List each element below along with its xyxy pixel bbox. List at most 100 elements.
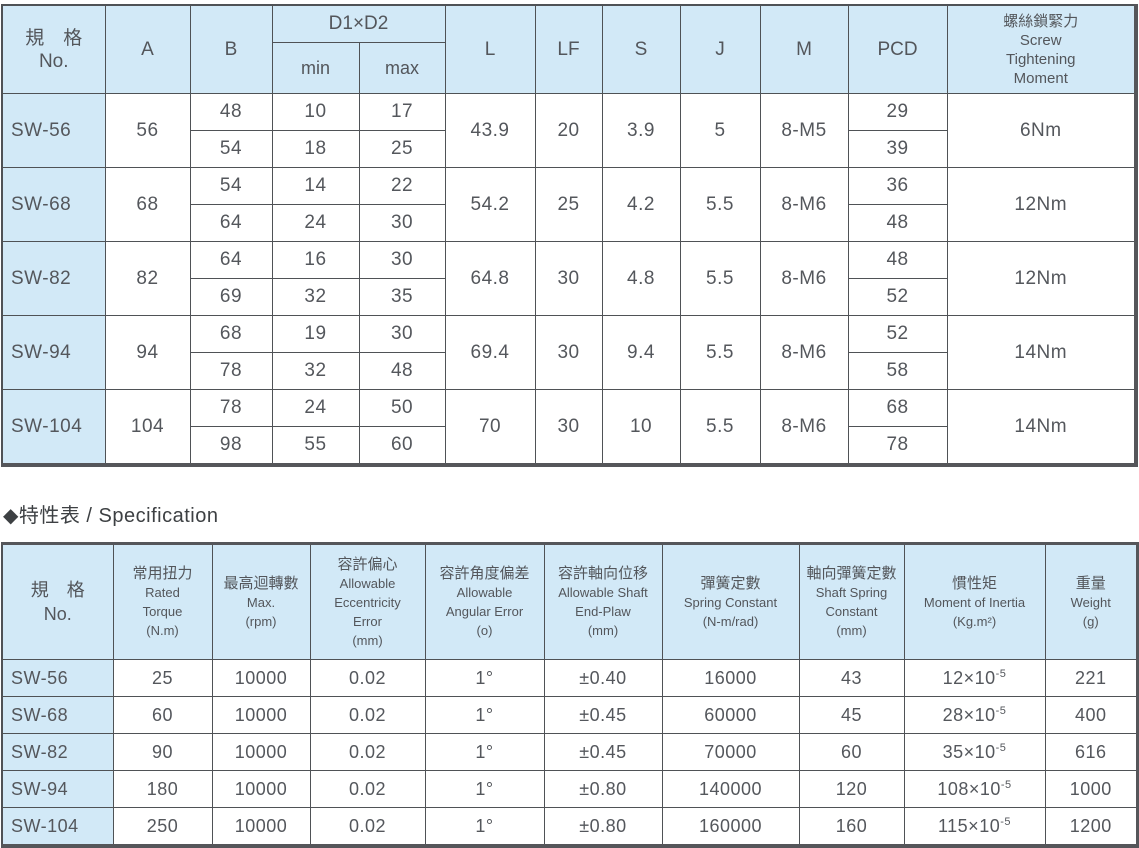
cell-b1: 78 bbox=[189, 389, 273, 427]
cell-pcd2: 78 bbox=[847, 426, 948, 466]
header-line: 最高迴轉數 bbox=[223, 574, 299, 592]
col-header-screw-moment: 螺絲鎖緊力 Screw Tightening Moment bbox=[946, 4, 1137, 94]
cell-moment-of-inertia: 108×10-5 bbox=[903, 770, 1046, 808]
cell-lf: 30 bbox=[534, 241, 603, 316]
cell-a: 56 bbox=[104, 93, 191, 168]
cell-shaft-spring-constant: 160 bbox=[798, 807, 905, 847]
cell-eccentricity: 0.02 bbox=[309, 770, 426, 808]
cell-max1: 30 bbox=[358, 315, 446, 353]
cell-j: 5.5 bbox=[679, 241, 761, 316]
cell-m: 8-M6 bbox=[759, 167, 849, 242]
cell-lf: 25 bbox=[534, 167, 603, 242]
col-header-l: L bbox=[444, 4, 536, 94]
cell-max2: 35 bbox=[358, 278, 446, 316]
cell-model: SW-82 bbox=[1, 241, 106, 316]
cell-angular-error: 1° bbox=[424, 659, 545, 697]
cell-b2: 54 bbox=[189, 130, 273, 168]
cell-end-play: ±0.45 bbox=[543, 733, 663, 771]
header-line: No. bbox=[38, 50, 69, 72]
header-line: Screw bbox=[1019, 31, 1062, 49]
cell-pcd2: 48 bbox=[847, 204, 948, 242]
cell-rated-torque: 60 bbox=[112, 696, 213, 734]
cell-end-play: ±0.80 bbox=[543, 807, 663, 847]
inertia-base: 35×10 bbox=[942, 741, 996, 762]
cell-pcd1: 68 bbox=[847, 389, 948, 427]
cell-a: 94 bbox=[104, 315, 191, 390]
cell-max2: 30 bbox=[358, 204, 446, 242]
cell-b2: 98 bbox=[189, 426, 273, 466]
header-line: Constant bbox=[825, 604, 878, 619]
header-line: (g) bbox=[1082, 613, 1099, 629]
cell-b1: 54 bbox=[189, 167, 273, 205]
cell-a: 82 bbox=[104, 241, 191, 316]
cell-rated-torque: 25 bbox=[112, 659, 213, 697]
cell-max-rpm: 10000 bbox=[211, 733, 311, 771]
cell-min2: 32 bbox=[271, 278, 360, 316]
cell-model: SW-56 bbox=[1, 659, 114, 697]
spec-header-row: 規 格 No. 常用扭力 Rated Torque (N.m) 最高迴轉數 Ma… bbox=[1, 543, 1139, 660]
header-line: Allowable bbox=[339, 575, 396, 591]
cell-model: SW-104 bbox=[1, 389, 106, 466]
cell-max2: 60 bbox=[358, 426, 446, 466]
header-line: Rated bbox=[145, 585, 180, 600]
cell-spring-constant: 70000 bbox=[661, 733, 800, 771]
table-row: SW-68 68 54 14 22 54.2 25 4.2 5.5 8-M6 3… bbox=[1, 167, 1137, 242]
cell-b2: 69 bbox=[189, 278, 273, 316]
header-line: 軸向彈簧定數 bbox=[806, 565, 897, 582]
cell-pcd1: 29 bbox=[847, 93, 948, 131]
header-line: Max. bbox=[246, 594, 276, 610]
cell-a: 104 bbox=[104, 389, 191, 466]
cell-spring-constant: 160000 bbox=[661, 807, 800, 847]
col-header-pcd: PCD bbox=[847, 4, 948, 94]
header-line: (o) bbox=[476, 623, 493, 638]
cell-eccentricity: 0.02 bbox=[309, 733, 426, 771]
cell-min1: 16 bbox=[271, 241, 360, 279]
cell-max-rpm: 10000 bbox=[211, 659, 311, 697]
cell-model: SW-94 bbox=[1, 770, 114, 808]
cell-eccentricity: 0.02 bbox=[309, 696, 426, 734]
header-line: 規 格 bbox=[30, 580, 85, 600]
header-line: (N-m/rad) bbox=[702, 613, 759, 629]
cell-l: 54.2 bbox=[444, 167, 536, 242]
header-line: 容許軸向位移 bbox=[557, 565, 648, 582]
col-header-moment-of-inertia: 慣性矩 Moment of Inertia (Kg.m²) bbox=[903, 543, 1046, 660]
cell-s: 3.9 bbox=[601, 93, 681, 168]
header-line: Allowable bbox=[456, 585, 513, 600]
table-row: SW-82 82 64 16 30 64.8 30 4.8 5.5 8-M6 4… bbox=[1, 241, 1137, 316]
col-header-max: max bbox=[358, 42, 446, 94]
cell-spring-constant: 140000 bbox=[661, 770, 800, 808]
header-line: 螺絲鎖緊力 bbox=[1003, 12, 1079, 30]
inertia-base: 28×10 bbox=[942, 704, 996, 725]
col-header-end-play: 容許軸向位移 Allowable Shaft End-Plaw (mm) bbox=[543, 543, 663, 660]
cell-s: 9.4 bbox=[601, 315, 681, 390]
table-row: 64 24 30 48 bbox=[2, 204, 1136, 242]
header-line: Moment bbox=[1013, 69, 1068, 87]
header-line: 容許角度偏差 bbox=[439, 565, 530, 582]
table-row: SW-104 104 78 24 50 70 30 10 5.5 8-M6 68… bbox=[1, 389, 1137, 466]
cell-moment-of-inertia: 35×10-5 bbox=[903, 733, 1046, 771]
inertia-base: 115×10 bbox=[937, 815, 1001, 836]
dimension-header-row: 規 格 No. A B D1×D2 L LF S J M PCD 螺絲鎖緊力 S… bbox=[1, 4, 1137, 94]
cell-lf: 20 bbox=[534, 93, 603, 168]
inertia-exponent: -5 bbox=[1000, 815, 1011, 828]
cell-spring-constant: 16000 bbox=[661, 659, 800, 697]
cell-a: 68 bbox=[104, 167, 191, 242]
cell-moment-of-inertia: 12×10-5 bbox=[903, 659, 1046, 697]
cell-model: SW-104 bbox=[1, 807, 114, 847]
table-row: 98 55 60 78 bbox=[2, 426, 1136, 466]
col-header-model: 規 格 No. bbox=[1, 4, 106, 94]
cell-m: 8-M6 bbox=[759, 315, 849, 390]
cell-min1: 10 bbox=[271, 93, 360, 131]
cell-min2: 24 bbox=[271, 204, 360, 242]
col-header-a: A bbox=[104, 4, 191, 94]
header-line: Shaft Spring bbox=[815, 585, 888, 600]
col-header-s: S bbox=[601, 4, 681, 94]
header-line: (rpm) bbox=[245, 613, 277, 629]
col-header-angular-error: 容許角度偏差 Allowable Angular Error (o) bbox=[424, 543, 545, 660]
specification-table: 規 格 No. 常用扭力 Rated Torque (N.m) 最高迴轉數 Ma… bbox=[1, 542, 1139, 848]
table-row: 78 32 48 58 bbox=[2, 352, 1136, 390]
cell-min1: 24 bbox=[271, 389, 360, 427]
cell-angular-error: 1° bbox=[424, 807, 545, 847]
cell-pcd2: 39 bbox=[847, 130, 948, 168]
